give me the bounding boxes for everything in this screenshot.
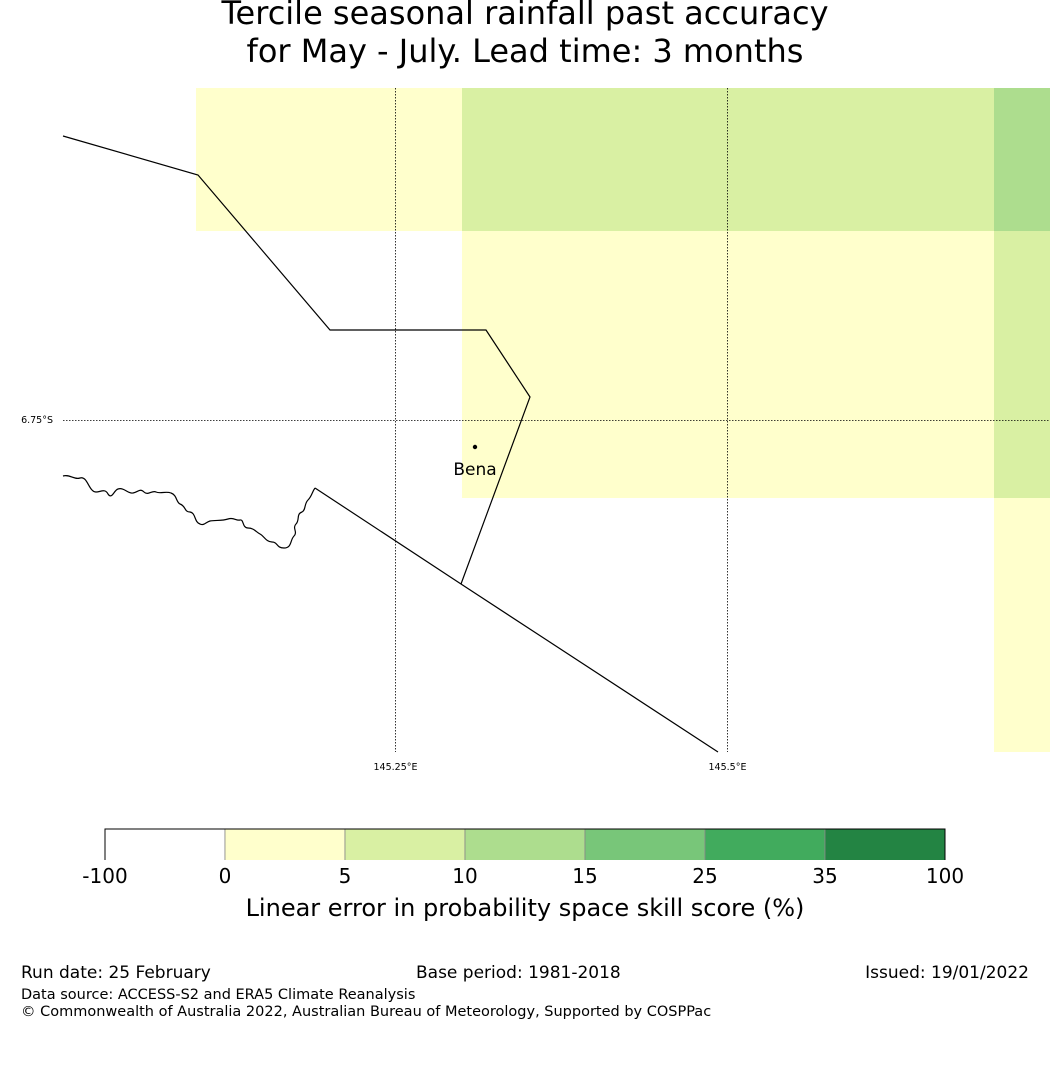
grid-cell [994,231,1050,498]
colorbar-tick-label: 5 [338,864,352,888]
colorbar-tick-label: 25 [692,864,718,888]
grid-cell [994,498,1050,752]
longitude-label: 145.5°E [709,762,747,773]
colorbar-tick-label: 35 [812,864,838,888]
colorbar-swatch [464,828,586,860]
province-boundary [314,487,719,753]
province-boundary [62,135,531,585]
longitude-label: 145.25°E [374,762,418,773]
grid-cell [196,88,462,231]
title-line-1: Tercile seasonal rainfall past accuracy [221,0,829,32]
title-line-2: for May - July. Lead time: 3 months [246,32,804,70]
grid-cell [994,88,1050,231]
colorbar-swatch [824,828,946,860]
colorbar [104,828,946,860]
colorbar-swatch [704,828,826,860]
issued-date: Issued: 19/01/2022 [865,963,1029,983]
colorbar-swatch [344,828,466,860]
run-date: Run date: 25 February [21,963,211,983]
bena-location-marker [472,444,478,450]
grid-cell [462,231,994,498]
colorbar-swatch [224,828,346,860]
river-boundary [62,474,316,549]
colorbar-swatch [104,828,226,860]
skill-grid [196,88,1050,752]
chart-title: Tercile seasonal rainfall past accuracy … [0,0,1050,70]
map-panel: Bena 6.75°S 145.25°E 145.5°E [21,88,1050,860]
graticule [63,88,1050,752]
grid-cell [462,88,994,231]
copyright: © Commonwealth of Australia 2022, Austra… [21,1004,712,1020]
colorbar-tick-label: 15 [572,864,598,888]
bena-label: Bena [453,460,496,480]
colorbar-tick-label: 0 [218,864,232,888]
colorbar-tick-label: -100 [82,864,128,888]
base-period: Base period: 1981-2018 [416,963,621,983]
boundaries [62,135,719,753]
colorbar-tick-label: 10 [452,864,478,888]
latitude-label: 6.75°S [21,415,53,426]
colorbar-swatch [584,828,706,860]
data-source: Data source: ACCESS-S2 and ERA5 Climate … [21,987,416,1003]
colorbar-label: Linear error in probability space skill … [245,894,805,922]
colorbar-frame [104,828,946,860]
colorbar-tick-label: 100 [925,864,965,888]
